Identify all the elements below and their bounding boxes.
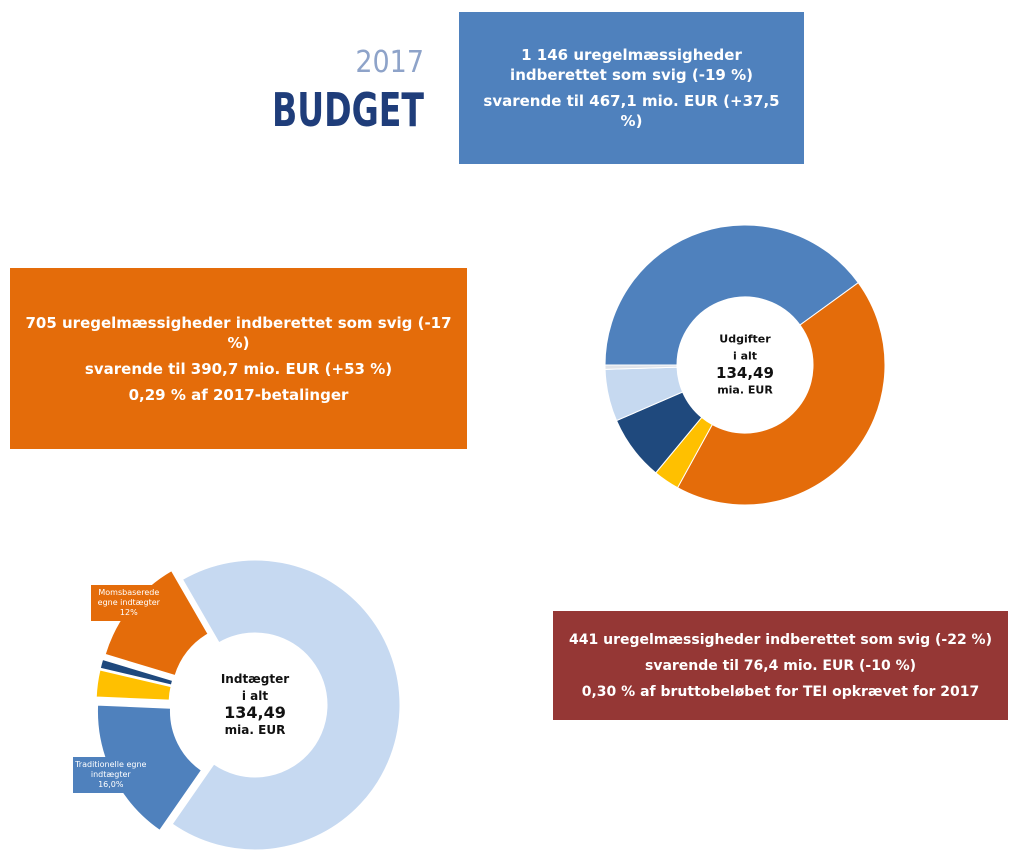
center-label: mia. EUR (717, 384, 773, 397)
segment-label: Momsbaserede egne indtægter 12% (90, 584, 167, 621)
donut-segment (604, 224, 859, 366)
logo-year: 2017 (355, 45, 424, 80)
center-label: Indtægter (221, 672, 289, 686)
center-label: Udgifter (719, 333, 771, 346)
donut-segment (104, 570, 209, 677)
box-text: svarende til 390,7 mio. EUR (+53 %) (84, 359, 393, 378)
segment-value: 16,0% (98, 779, 124, 789)
donut-segment (171, 559, 401, 851)
segment-label: Traditionelle egne indtægter 16,0% (72, 756, 149, 793)
center-label: i alt (242, 689, 269, 703)
box-text: 0,29 % af 2017-betalinger (128, 385, 349, 404)
segment-name: Momsbaserede egne indtægter (97, 587, 160, 607)
donut-segment (95, 669, 172, 701)
box-text: svarende til 467,1 mio. EUR (+37,5 %) (483, 92, 780, 130)
donut-segment (97, 704, 203, 831)
segment-name: Traditionelle egne indtægter (75, 759, 147, 779)
box-text: svarende til 76,4 mio. EUR (-10 %) (644, 657, 917, 674)
donut-segment (676, 282, 886, 506)
info-box: 1 146 uregelmæssigheder indberettet som … (459, 12, 804, 164)
box-text: 1 146 uregelmæssigheder indberettet som … (510, 46, 753, 84)
center-label: 134,49 (224, 703, 286, 722)
box-text: 705 uregelmæssigheder indberettet som sv… (25, 313, 452, 352)
donut-hole (184, 634, 326, 776)
center-label: 134,49 (716, 364, 774, 382)
logo-word: BUDGET (272, 85, 425, 138)
donut-segment (99, 658, 174, 686)
box-text: 441 uregelmæssigheder indberettet som sv… (569, 631, 992, 648)
box-text: 0,30 % af bruttobeløbet for TEI opkrævet… (581, 683, 980, 700)
info-box: 705 uregelmæssigheder indberettet som sv… (10, 268, 467, 449)
center-label: mia. EUR (225, 723, 286, 737)
info-box: 441 uregelmæssigheder indberettet som sv… (553, 611, 1008, 720)
donut-hole (678, 298, 812, 432)
segment-value: 12% (119, 607, 138, 617)
center-label: i alt (733, 350, 757, 363)
donut-segment (604, 364, 678, 370)
